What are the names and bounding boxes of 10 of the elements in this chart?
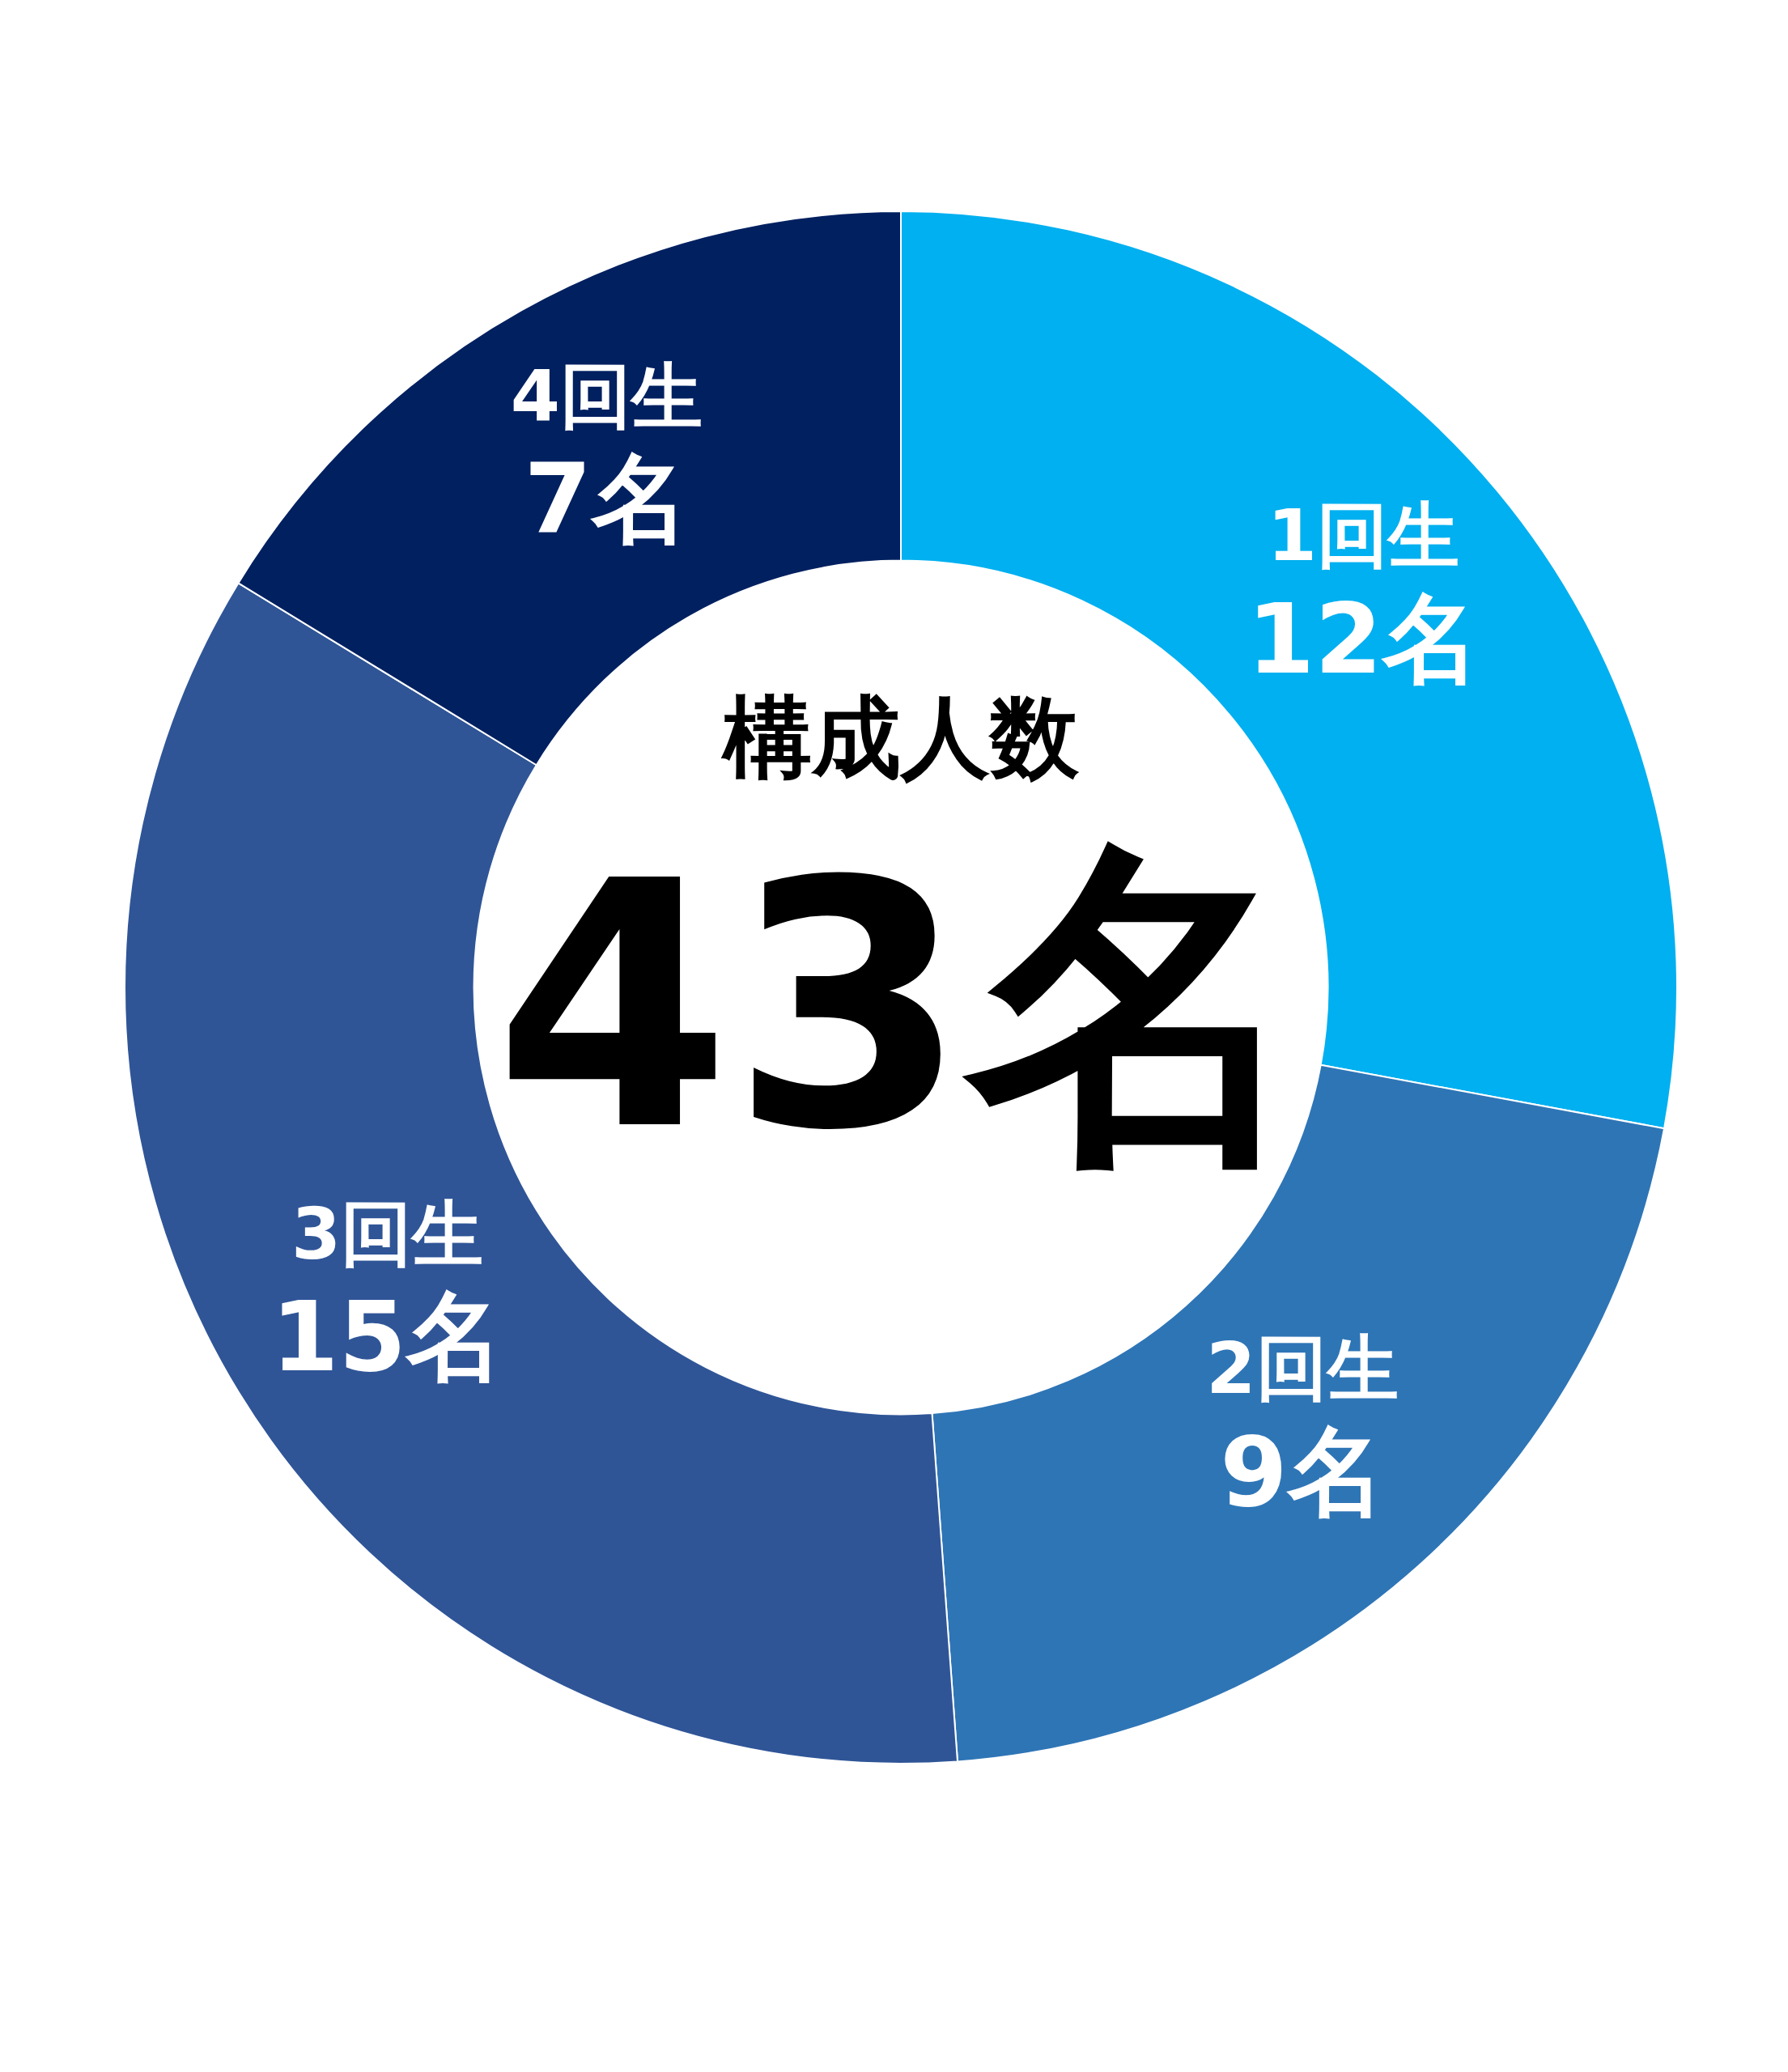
text: 43名 (494, 809, 1308, 1205)
data-label: 15名 (271, 1280, 504, 1394)
data-label: 9名 (1220, 1415, 1385, 1528)
slice-label: 4回生 (510, 354, 703, 438)
data-label: 7名 (524, 443, 689, 556)
slice-label: 3回生 (291, 1192, 484, 1276)
text: 構成人数 (720, 685, 1080, 789)
data-label: 12名 (1247, 582, 1480, 695)
slice-label: 2回生 (1206, 1327, 1399, 1411)
slice-label: 1回生 (1267, 494, 1459, 578)
